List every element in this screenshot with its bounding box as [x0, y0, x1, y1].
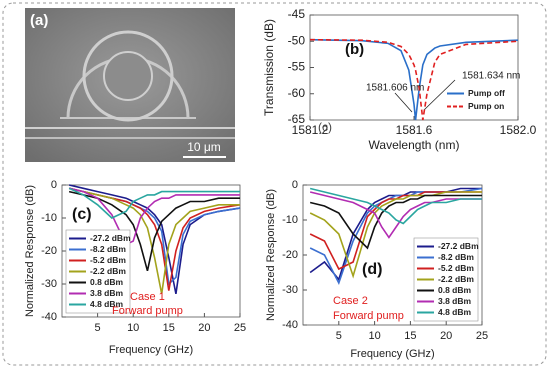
panel-label: (a) — [30, 12, 48, 29]
series-line — [68, 187, 240, 246]
legend-label: -2.2 dBm — [90, 266, 126, 276]
x-axis-label: Wavelength (nm) — [369, 138, 460, 152]
y-tick-label: -20 — [41, 245, 57, 257]
x-tick-label: 5 — [95, 322, 101, 334]
x-tick-label: 25 — [234, 322, 246, 334]
sem-image — [25, 8, 235, 162]
series-line — [309, 194, 482, 250]
y-tick-label: 0 — [292, 179, 298, 191]
annotation: 1581.606 nm — [366, 83, 424, 94]
annotation: Case 2 — [333, 295, 368, 307]
annotation-arrows — [394, 79, 456, 113]
figure-border — [2, 2, 547, 366]
series-line — [68, 187, 240, 295]
legend-label: 3.8 dBm — [438, 296, 472, 306]
annotation: Forward pump — [112, 305, 183, 317]
x-tick-label: 15 — [163, 322, 175, 334]
series-line — [309, 187, 482, 225]
x-tick-label: 20 — [198, 322, 210, 334]
legend-label: 3.8 dBm — [90, 288, 124, 298]
x-tick-label: 15 — [404, 330, 416, 342]
legend-label: 0.8 dBm — [90, 277, 124, 287]
annotation: (c) — [318, 120, 332, 134]
annotation: 1581.634 nm — [462, 71, 520, 82]
x-tick-label: 1582.0 — [500, 123, 537, 137]
x-axis-label: Frequency (GHz) — [350, 348, 434, 360]
annotation: Case 1 — [130, 291, 165, 303]
y-tick-label: -65 — [288, 112, 306, 126]
x-tick-label: 10 — [127, 322, 139, 334]
y-axis-label: Normalized Response (dB) — [24, 185, 36, 317]
legend-label: -2.2 dBm — [438, 274, 474, 284]
y-axis-label: Transmission (dB) — [262, 19, 276, 116]
series-line — [309, 191, 482, 279]
x-tick-label: 1581.2 — [292, 123, 329, 137]
y-axis-label: Normalized Response (dB) — [265, 189, 277, 321]
y-tick-label: -40 — [282, 319, 298, 331]
legend-label: -5.2 dBm — [438, 263, 474, 273]
x-tick-label: 1581.6 — [396, 123, 433, 137]
y-tick-label: -50 — [288, 33, 306, 47]
annotation: (c) — [72, 206, 92, 223]
x-tick-label: 10 — [368, 330, 380, 342]
x-tick-label: 5 — [336, 330, 342, 342]
series-line — [309, 38, 519, 121]
annotation: (d) — [362, 261, 382, 278]
x-axis-label: Frequency (GHz) — [109, 344, 193, 356]
y-tick-label: -20 — [282, 249, 298, 261]
y-tick-label: 0 — [51, 179, 57, 191]
legend-label: Pump off — [468, 88, 505, 98]
x-tick-label: 20 — [440, 330, 452, 342]
y-tick-label: -45 — [288, 7, 306, 21]
series-line — [68, 184, 241, 295]
y-tick-label: -10 — [282, 214, 298, 226]
legend-label: -8.2 dBm — [90, 244, 126, 254]
legend-label: -27.2 dBm — [438, 241, 479, 251]
legend-label: -8.2 dBm — [438, 252, 474, 262]
y-tick-label: -60 — [288, 86, 306, 100]
legend-label: -5.2 dBm — [90, 255, 126, 265]
annotation: (b) — [345, 41, 364, 58]
y-tick-label: -30 — [41, 278, 57, 290]
legend-label: Pump on — [468, 101, 504, 111]
legend-label: -27.2 dBm — [90, 233, 131, 243]
series-line — [68, 187, 240, 219]
x-tick-label: 25 — [476, 330, 488, 342]
series-line — [309, 191, 482, 239]
annotation: Forward pump — [333, 310, 404, 322]
y-tick-label: -40 — [41, 311, 57, 323]
scale-bar-label: 10 μm — [187, 140, 221, 154]
legend-label: 0.8 dBm — [438, 285, 472, 295]
series-line — [68, 190, 240, 272]
y-tick-label: -55 — [288, 60, 306, 74]
legend-label: 4.8 dBm — [438, 307, 472, 317]
y-tick-label: -30 — [282, 284, 298, 296]
series-line — [309, 38, 519, 121]
legend-label: 4.8 dBm — [90, 299, 124, 309]
y-tick-label: -10 — [41, 212, 57, 224]
